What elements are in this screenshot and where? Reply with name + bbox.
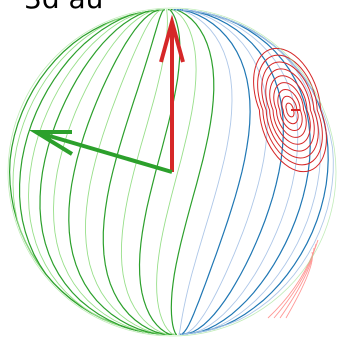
- contour-line: [261, 61, 319, 159]
- contour-line: [177, 9, 284, 335]
- green-arrow-shaft: [35, 130, 173, 174]
- contour-line: [174, 9, 251, 335]
- contour-line: [273, 243, 317, 319]
- contour-line: [19, 9, 163, 335]
- contour-line: [273, 82, 307, 138]
- contour-lines: [7, 7, 337, 337]
- contour-line: [39, 9, 165, 335]
- contour-line: [12, 9, 162, 335]
- contour-line: [156, 9, 197, 335]
- contour-line: [285, 102, 295, 118]
- contour-line: [53, 9, 167, 335]
- contour-line: [281, 95, 299, 125]
- contour-line: [269, 75, 311, 145]
- chart-title: 3d au: [24, 0, 103, 15]
- contour-line: [257, 54, 323, 166]
- contour-line: [285, 251, 313, 319]
- contour-line: [7, 7, 337, 337]
- contour-line: [179, 9, 311, 335]
- contour-line: [178, 9, 299, 335]
- contour-line: [265, 68, 315, 152]
- contour-line: [180, 9, 321, 335]
- contour-line: [102, 9, 171, 335]
- contour-line: [175, 9, 268, 335]
- contour-line: [279, 247, 315, 319]
- red-arrow-head: [159, 14, 185, 63]
- contour-line: [85, 9, 170, 335]
- contour-line: [277, 89, 303, 131]
- green-arrow-head: [28, 130, 74, 156]
- arrows: [28, 14, 185, 174]
- contour-line: [28, 9, 164, 335]
- contour-line: [253, 47, 327, 173]
- contour-line: [170, 9, 215, 335]
- contour-line: [172, 9, 233, 335]
- contour-line: [138, 9, 181, 335]
- contour-line: [68, 9, 168, 335]
- contour-line: [182, 9, 334, 335]
